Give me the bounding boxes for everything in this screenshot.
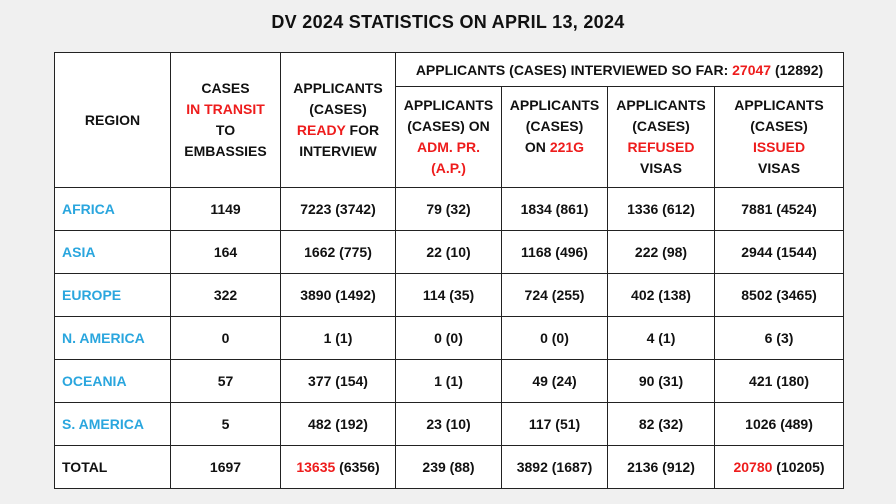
header-ready-line2: (CASES) — [309, 101, 367, 117]
total-ready-cell: 13635 (6356) — [280, 445, 396, 489]
ready-cell: 377 (154) — [280, 359, 396, 403]
refused-cell: 222 (98) — [607, 230, 715, 274]
transit-cell: 57 — [170, 359, 281, 403]
header-in-transit: CASES IN TRANSIT TO EMBASSIES — [170, 52, 281, 188]
transit-cell: 1149 — [170, 187, 281, 231]
adm-cell: 0 (0) — [395, 316, 502, 360]
ready-cell: 1 (1) — [280, 316, 396, 360]
total-221g-cell: 3892 (1687) — [501, 445, 608, 489]
header-in-transit-line1: CASES — [201, 80, 250, 96]
header-adm-line4: (A.P.) — [431, 160, 466, 176]
ready-cell: 1662 (775) — [280, 230, 396, 274]
header-ready-line3: FOR — [345, 122, 380, 138]
221g-cell: 49 (24) — [501, 359, 608, 403]
header-in-transit-line4: EMBASSIES — [184, 143, 267, 159]
header-ready-line4: INTERVIEW — [299, 143, 377, 159]
header-ready-line1: APPLICANTS — [293, 80, 383, 96]
header-in-transit-line2: IN TRANSIT — [186, 101, 265, 117]
region-cell: N. AMERICA — [54, 316, 171, 360]
total-ready-applicants: 13635 — [296, 459, 336, 475]
221g-cell: 0 (0) — [501, 316, 608, 360]
transit-cell: 322 — [170, 273, 281, 317]
header-interviewed-total: 27047 — [732, 61, 772, 78]
total-row: TOTAL 1697 13635 (6356) 239 (88) 3892 (1… — [54, 445, 845, 489]
issued-cell: 7881 (4524) — [713, 187, 845, 231]
ready-cell: 7223 (3742) — [280, 187, 396, 231]
transit-cell: 0 — [170, 316, 281, 360]
table-row: EUROPE 322 3890 (1492) 114 (35) 724 (255… — [54, 273, 845, 317]
header-ready-keyword: READY — [296, 122, 346, 138]
ready-cell: 3890 (1492) — [280, 273, 396, 317]
table-row: OCEANIA 57 377 (154) 1 (1) 49 (24) 90 (3… — [54, 359, 845, 403]
transit-cell: 164 — [170, 230, 281, 274]
221g-cell: 117 (51) — [501, 402, 608, 446]
region-cell: OCEANIA — [54, 359, 171, 403]
header-refused-line2: (CASES) — [632, 118, 690, 134]
header-221g-line3: ON — [524, 139, 550, 155]
table-row: ASIA 164 1662 (775) 22 (10) 1168 (496) 2… — [54, 230, 845, 274]
refused-cell: 90 (31) — [607, 359, 715, 403]
header-refused-line3: REFUSED — [627, 139, 695, 155]
header-adm-line2: (CASES) ON — [407, 118, 490, 134]
header-ready: APPLICANTS (CASES) READY FOR INTERVIEW — [280, 52, 396, 188]
header-region: REGION — [54, 52, 171, 188]
refused-cell: 402 (138) — [607, 273, 715, 317]
header-adm: APPLICANTS (CASES) ON ADM. PR. (A.P.) — [395, 86, 502, 188]
header-adm-line1: APPLICANTS — [403, 97, 494, 113]
header-refused-line1: APPLICANTS — [616, 97, 706, 113]
total-issued-cases: (10205) — [772, 459, 825, 475]
issued-cell: 2944 (1544) — [713, 230, 845, 274]
header-221g: APPLICANTS (CASES) ON 221G — [501, 86, 608, 188]
header-interviewed-cases: (12892) — [771, 61, 824, 78]
header-221g-keyword: 221G — [549, 139, 585, 155]
adm-cell: 1 (1) — [395, 359, 502, 403]
221g-cell: 1834 (861) — [501, 187, 608, 231]
header-issued: APPLICANTS (CASES) ISSUED VISAS — [713, 86, 845, 188]
issued-cell: 1026 (489) — [713, 402, 845, 446]
refused-cell: 1336 (612) — [607, 187, 715, 231]
header-in-transit-line3: TO — [215, 122, 236, 138]
statistics-table: REGION CASES IN TRANSIT TO EMBASSIES APP… — [54, 52, 845, 489]
region-cell: EUROPE — [54, 273, 171, 317]
table-row: AFRICA 1149 7223 (3742) 79 (32) 1834 (86… — [54, 187, 845, 231]
table-row: S. AMERICA 5 482 (192) 23 (10) 117 (51) … — [54, 402, 845, 446]
header-refused: APPLICANTS (CASES) REFUSED VISAS — [607, 86, 715, 188]
issued-cell: 421 (180) — [713, 359, 845, 403]
221g-cell: 724 (255) — [501, 273, 608, 317]
header-issued-line1: APPLICANTS — [734, 97, 824, 113]
header-issued-line2: (CASES) — [750, 118, 808, 134]
region-cell: ASIA — [54, 230, 171, 274]
ready-cell: 482 (192) — [280, 402, 396, 446]
page-title: DV 2024 STATISTICS ON APRIL 13, 2024 — [271, 12, 625, 32]
header-adm-line3: ADM. PR. — [417, 139, 480, 155]
total-issued-cell: 20780 (10205) — [713, 445, 845, 489]
header-221g-line1: APPLICANTS — [509, 97, 600, 113]
region-cell: AFRICA — [54, 187, 171, 231]
adm-cell: 114 (35) — [395, 273, 502, 317]
header-interviewed-label: APPLICANTS (CASES) INTERVIEWED SO FAR: — [415, 61, 733, 78]
issued-cell: 6 (3) — [713, 316, 845, 360]
header-221g-line2: (CASES) — [525, 118, 584, 134]
adm-cell: 22 (10) — [395, 230, 502, 274]
adm-cell: 23 (10) — [395, 402, 502, 446]
header-issued-line3: ISSUED — [752, 139, 806, 155]
transit-cell: 5 — [170, 402, 281, 446]
refused-cell: 4 (1) — [607, 316, 715, 360]
total-label: TOTAL — [54, 445, 171, 489]
total-refused-cell: 2136 (912) — [607, 445, 715, 489]
issued-cell: 8502 (3465) — [713, 273, 845, 317]
221g-cell: 1168 (496) — [501, 230, 608, 274]
header-issued-line4: VISAS — [758, 160, 801, 176]
adm-cell: 79 (32) — [395, 187, 502, 231]
total-ready-cases: (6356) — [335, 459, 380, 475]
region-cell: S. AMERICA — [54, 402, 171, 446]
table-row: N. AMERICA 0 1 (1) 0 (0) 0 (0) 4 (1) 6 (… — [54, 316, 845, 360]
header-interviewed: APPLICANTS (CASES) INTERVIEWED SO FAR: 2… — [394, 52, 845, 87]
refused-cell: 82 (32) — [607, 402, 715, 446]
total-transit-cell: 1697 — [170, 445, 281, 489]
header-refused-line4: VISAS — [639, 160, 682, 176]
total-issued-applicants: 20780 — [733, 459, 773, 475]
header-row-top: REGION CASES IN TRANSIT TO EMBASSIES APP… — [54, 52, 845, 188]
total-adm-cell: 239 (88) — [395, 445, 502, 489]
